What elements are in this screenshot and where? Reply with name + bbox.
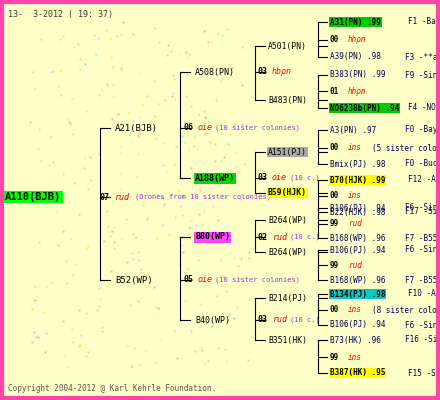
Text: F7 -B55(HK): F7 -B55(HK) xyxy=(405,276,440,284)
Text: 05: 05 xyxy=(183,276,193,284)
Text: F3 -**ankiri96R: F3 -**ankiri96R xyxy=(405,52,440,62)
Text: B106(PJ) .94: B106(PJ) .94 xyxy=(330,204,385,212)
Text: A110(BJB): A110(BJB) xyxy=(5,192,61,202)
Text: F17 -Sinop62R: F17 -Sinop62R xyxy=(405,208,440,216)
Text: 00: 00 xyxy=(330,36,339,44)
Text: oie: oie xyxy=(198,124,213,132)
Text: B134(PJ) .98: B134(PJ) .98 xyxy=(330,290,385,298)
Text: 99: 99 xyxy=(330,260,339,270)
Text: ins: ins xyxy=(348,144,362,152)
Text: B22(HJK) .98: B22(HJK) .98 xyxy=(330,208,385,216)
Text: B59(HJK): B59(HJK) xyxy=(268,188,307,198)
Text: rud: rud xyxy=(272,316,287,324)
Text: 06: 06 xyxy=(183,124,193,132)
Text: Bmix(PJ) .98: Bmix(PJ) .98 xyxy=(330,160,385,168)
Text: B264(WP): B264(WP) xyxy=(268,248,307,256)
Text: hhρn: hhρn xyxy=(348,36,367,44)
Text: 07: 07 xyxy=(100,192,110,202)
Text: B73(HK) .96: B73(HK) .96 xyxy=(330,336,381,344)
Text: B264(WP): B264(WP) xyxy=(268,216,307,224)
Text: B106(PJ) .94: B106(PJ) .94 xyxy=(330,246,385,254)
Text: F15 -Sinop62R: F15 -Sinop62R xyxy=(408,368,440,378)
Text: B168(WP) .96: B168(WP) .96 xyxy=(330,276,385,284)
Text: NO6238b(PN) .94: NO6238b(PN) .94 xyxy=(330,104,400,112)
Text: oie: oie xyxy=(198,276,213,284)
Text: 01: 01 xyxy=(330,86,339,96)
Text: hbρn: hbρn xyxy=(272,68,292,76)
Text: 02: 02 xyxy=(257,232,267,242)
Text: F0 -Bayburt98-3R: F0 -Bayburt98-3R xyxy=(405,126,440,134)
Text: B483(PN): B483(PN) xyxy=(268,96,307,104)
Text: F6 -SinopEgg86R: F6 -SinopEgg86R xyxy=(405,246,440,254)
Text: F10 -AthosSt80R: F10 -AthosSt80R xyxy=(408,290,440,298)
Text: rud: rud xyxy=(114,192,129,202)
Text: F16 -Sinop62R: F16 -Sinop62R xyxy=(405,336,440,344)
Text: (10 c.): (10 c.) xyxy=(290,234,320,240)
Text: (5 sister colonies): (5 sister colonies) xyxy=(372,144,440,152)
Text: ins: ins xyxy=(348,192,362,200)
Text: 03: 03 xyxy=(257,316,267,324)
Text: B214(PJ): B214(PJ) xyxy=(268,294,307,302)
Text: B168(WP) .96: B168(WP) .96 xyxy=(330,234,385,242)
Text: (8 sister colonies): (8 sister colonies) xyxy=(372,306,440,314)
Text: F9 -SinopEgg86R: F9 -SinopEgg86R xyxy=(405,70,440,80)
Text: 00: 00 xyxy=(330,192,339,200)
Text: hhρn: hhρn xyxy=(348,86,367,96)
Text: ins: ins xyxy=(348,306,362,314)
Text: (10 sister colonies): (10 sister colonies) xyxy=(215,125,300,131)
Text: 99: 99 xyxy=(330,220,339,228)
Text: rud: rud xyxy=(272,232,287,242)
Text: 99: 99 xyxy=(330,352,339,362)
Text: ins: ins xyxy=(348,352,362,362)
Text: rud: rud xyxy=(348,220,362,228)
Text: F0 -Buckfast: F0 -Buckfast xyxy=(405,160,440,168)
Text: 03: 03 xyxy=(257,174,267,182)
Text: A501(PN): A501(PN) xyxy=(268,42,307,50)
Text: Copyright 2004-2012 @ Karl Kehrle Foundation.: Copyright 2004-2012 @ Karl Kehrle Founda… xyxy=(8,384,216,393)
Text: A31(PN) .99: A31(PN) .99 xyxy=(330,18,381,26)
Text: A151(PJ): A151(PJ) xyxy=(268,148,307,156)
Text: F7 -B55(HK): F7 -B55(HK) xyxy=(405,234,440,242)
Text: (Drones from 10 sister colonies): (Drones from 10 sister colonies) xyxy=(135,194,271,200)
Text: F4 -NO6294R: F4 -NO6294R xyxy=(408,104,440,112)
Text: (10 c.): (10 c.) xyxy=(290,175,320,181)
Text: (10 sister colonies): (10 sister colonies) xyxy=(215,277,300,283)
Text: A3(PN) .97: A3(PN) .97 xyxy=(330,126,376,134)
Text: rud: rud xyxy=(348,260,362,270)
Text: B387(HK) .95: B387(HK) .95 xyxy=(330,368,385,378)
Text: B70(HJK) .99: B70(HJK) .99 xyxy=(330,176,385,184)
Text: B40(WP): B40(WP) xyxy=(195,316,230,324)
Text: F1 -Bayburt98-3R: F1 -Bayburt98-3R xyxy=(408,18,440,26)
Text: F6 -SinopEgg86R: F6 -SinopEgg86R xyxy=(405,204,440,212)
Text: 00: 00 xyxy=(330,306,339,314)
Text: B80(WP): B80(WP) xyxy=(195,232,230,242)
Text: A508(PN): A508(PN) xyxy=(195,68,235,76)
Text: F6 -SinopEgg86R: F6 -SinopEgg86R xyxy=(405,320,440,330)
Text: A21(BJB): A21(BJB) xyxy=(115,124,158,132)
Text: A188(WP): A188(WP) xyxy=(195,174,235,182)
Text: 13-  3-2012 ( 19: 37): 13- 3-2012 ( 19: 37) xyxy=(8,10,113,19)
Text: 00: 00 xyxy=(330,144,339,152)
Text: B106(PJ) .94: B106(PJ) .94 xyxy=(330,320,385,330)
Text: B52(WP): B52(WP) xyxy=(115,276,153,284)
Text: B351(HK): B351(HK) xyxy=(268,336,307,344)
Text: B383(PN) .99: B383(PN) .99 xyxy=(330,70,385,80)
Text: 03: 03 xyxy=(257,68,267,76)
Text: F12 -AthosSt80R: F12 -AthosSt80R xyxy=(408,176,440,184)
Text: (10 c.): (10 c.) xyxy=(290,317,320,323)
Text: oie: oie xyxy=(272,174,287,182)
Text: A39(PN) .98: A39(PN) .98 xyxy=(330,52,381,62)
